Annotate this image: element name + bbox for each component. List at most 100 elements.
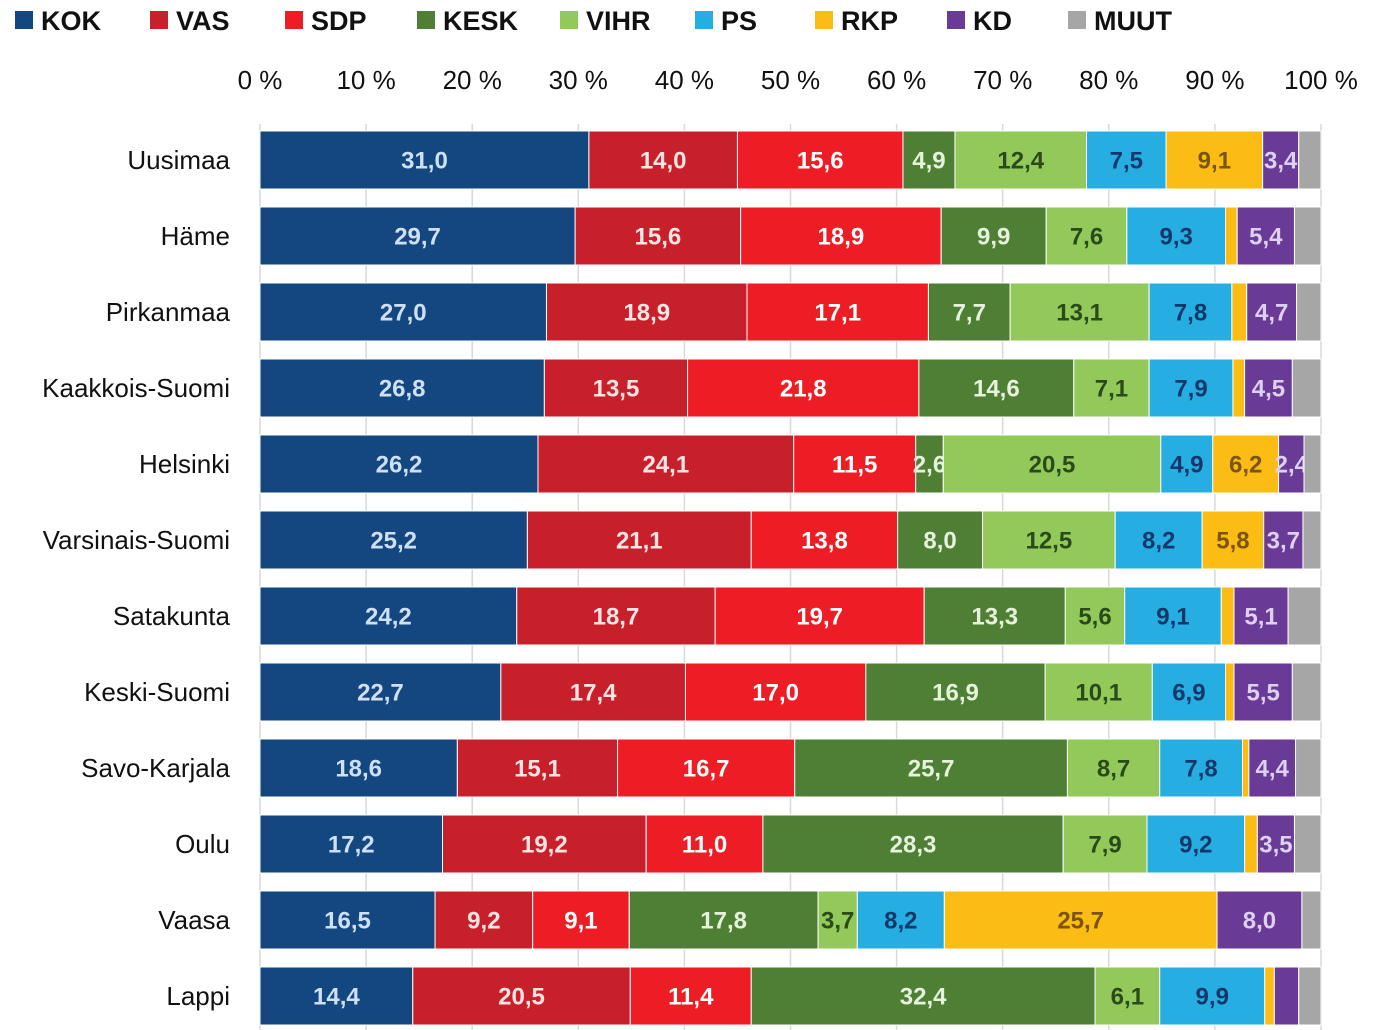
bar-segment — [923, 586, 1066, 646]
bar-segment — [1094, 966, 1161, 1026]
bar-segment — [1293, 814, 1322, 874]
legend-label: VAS — [176, 6, 230, 36]
category-label: Varsinais-Suomi — [43, 525, 230, 555]
value-label: 7,1 — [1095, 376, 1128, 403]
value-label: 17,0 — [752, 680, 799, 707]
bar-segment — [545, 282, 748, 342]
category-label: Satakunta — [113, 601, 231, 631]
value-label: 7,5 — [1110, 148, 1143, 175]
value-label: 26,2 — [376, 452, 423, 479]
legend-label: VIHR — [586, 6, 651, 36]
legend-swatch — [947, 11, 965, 29]
value-label: 8,0 — [1243, 908, 1276, 935]
legend-swatch — [417, 11, 435, 29]
value-label: 8,0 — [923, 528, 956, 555]
bar-segment — [1264, 966, 1275, 1026]
value-label: 9,9 — [977, 224, 1010, 251]
bar-segment — [1225, 662, 1235, 722]
value-label: 15,1 — [514, 756, 561, 783]
bar-segment — [687, 358, 920, 418]
bar-segment — [532, 890, 630, 950]
legend-label: SDP — [311, 6, 367, 36]
value-label: 10,1 — [1075, 680, 1122, 707]
x-tick-label: 40 % — [655, 65, 714, 95]
value-label: 9,2 — [1179, 832, 1212, 859]
bar-segment — [629, 966, 752, 1026]
bar-segment — [645, 814, 764, 874]
value-label: 16,7 — [683, 756, 730, 783]
value-label: 11,4 — [668, 984, 714, 1011]
value-label: 8,2 — [1142, 528, 1175, 555]
value-label: 12,4 — [997, 148, 1044, 175]
bar-segment — [456, 738, 619, 798]
category-label: Oulu — [175, 829, 230, 859]
value-label: 5,5 — [1246, 680, 1279, 707]
value-label: 24,2 — [365, 604, 412, 631]
bar-segment — [1233, 586, 1289, 646]
value-label: 32,4 — [900, 984, 947, 1011]
bar-segment — [1159, 966, 1266, 1026]
bar-segment — [1287, 586, 1322, 646]
bar-segment — [1044, 662, 1153, 722]
value-label: 2,4 — [1275, 452, 1309, 479]
bar-segment — [259, 586, 518, 646]
category-label: Keski-Suomi — [84, 677, 230, 707]
bar-segment — [1009, 282, 1150, 342]
value-label: 25,7 — [908, 756, 955, 783]
bar-segment — [259, 282, 547, 342]
legend-label: MUUT — [1094, 6, 1172, 36]
bar-segment — [588, 130, 738, 190]
value-label: 9,2 — [467, 908, 500, 935]
x-tick-label: 10 % — [336, 65, 395, 95]
value-label: 14,6 — [973, 376, 1020, 403]
x-tick-label: 0 % — [238, 65, 283, 95]
value-label: 7,8 — [1184, 756, 1217, 783]
value-label: 3,7 — [821, 908, 854, 935]
bar-segment — [954, 130, 1088, 190]
value-label: 17,8 — [700, 908, 747, 935]
bar-segment — [746, 282, 929, 342]
bar-segment — [740, 206, 942, 266]
bar-segment — [1301, 890, 1322, 950]
value-label: 13,8 — [801, 528, 848, 555]
value-label: 14,0 — [640, 148, 687, 175]
value-label: 3,5 — [1259, 832, 1292, 859]
value-label: 27,0 — [380, 300, 427, 327]
value-label: 13,3 — [971, 604, 1018, 631]
value-label: 19,7 — [796, 604, 843, 631]
bar-segment — [982, 510, 1116, 570]
x-tick-label: 80 % — [1079, 65, 1138, 95]
bar-segment — [1233, 662, 1293, 722]
bar-segment — [1126, 206, 1227, 266]
bar-segment — [259, 510, 528, 570]
bar-segment — [865, 662, 1046, 722]
x-tick-label: 100 % — [1284, 65, 1358, 95]
bar-segment — [526, 510, 752, 570]
value-label: 2,6 — [913, 452, 946, 479]
bar-segment — [750, 966, 1096, 1026]
bar-segment — [1244, 358, 1293, 418]
bar-segment — [1159, 738, 1243, 798]
bar-segment — [259, 434, 539, 494]
bar-segment — [1086, 130, 1167, 190]
bar-segment — [1246, 282, 1298, 342]
value-label: 17,2 — [328, 832, 375, 859]
value-label: 4,9 — [1170, 452, 1203, 479]
bar-segment — [1296, 282, 1322, 342]
category-label: Uusimaa — [127, 145, 230, 175]
value-label: 9,9 — [1196, 984, 1229, 1011]
value-label: 20,5 — [498, 984, 545, 1011]
x-tick-label: 50 % — [761, 65, 820, 95]
bar-segment — [1295, 738, 1322, 798]
category-label: Pirkanmaa — [106, 297, 231, 327]
bar-segment — [943, 890, 1218, 950]
value-label: 18,7 — [593, 604, 640, 631]
bar-segment — [1291, 662, 1322, 722]
bar-segment — [684, 662, 867, 722]
value-label: 7,7 — [953, 300, 986, 327]
bar-segment — [918, 358, 1075, 418]
bar-segment — [897, 510, 984, 570]
bar-segment — [942, 434, 1162, 494]
legend-swatch — [560, 11, 578, 29]
